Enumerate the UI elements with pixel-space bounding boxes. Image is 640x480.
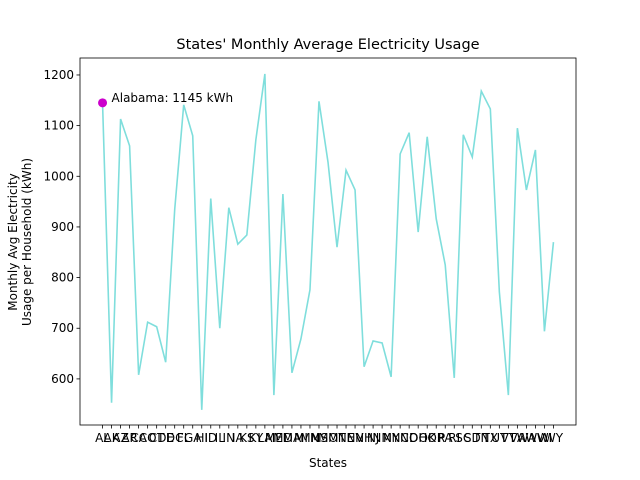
x-tick-label: HI	[195, 431, 208, 445]
x-tick-label: IA	[232, 431, 245, 445]
x-tick-label: SC	[455, 431, 471, 445]
x-tick-label: IN	[223, 431, 236, 445]
x-tick-label: WV	[525, 431, 546, 445]
x-tick-label: DC	[166, 431, 184, 445]
x-tick-label: TX	[482, 431, 499, 445]
x-tick-label: CO	[139, 431, 157, 445]
x-tick-label: MI	[294, 431, 308, 445]
x-tick-label: MO	[318, 431, 338, 445]
x-tick-label: VA	[510, 431, 526, 445]
x-tick-label: NY	[383, 431, 400, 445]
x-tick-label: FL	[177, 431, 191, 445]
x-tick-label: KS	[239, 431, 255, 445]
x-tick-label: VT	[501, 431, 517, 445]
x-tick-label: AL	[95, 431, 110, 445]
y-tick-label: 800	[51, 271, 74, 285]
x-tick-label: ME	[265, 431, 283, 445]
x-tick-label: WY	[544, 431, 564, 445]
x-tick-label: NJ	[367, 431, 380, 445]
line	[101, 73, 555, 410]
x-tick-label: GA	[184, 431, 202, 445]
x-tick-label: MT	[328, 431, 346, 445]
x-tick-label: NE	[338, 431, 355, 445]
x-tick-label: PA	[438, 431, 453, 445]
x-tick-label: CA	[130, 431, 147, 445]
x-tick-label: OK	[419, 431, 437, 445]
x-tick-label: IL	[215, 431, 226, 445]
y-tick-label: 1200	[43, 68, 74, 82]
x-tick-label: ID	[204, 431, 217, 445]
x-tick-label: DE	[157, 431, 174, 445]
x-tick-label: SD	[464, 431, 481, 445]
x-tick-label: UT	[491, 431, 508, 445]
highlight-point	[98, 98, 108, 108]
x-tick-label: WA	[517, 431, 537, 445]
x-tick-label: OR	[427, 431, 445, 445]
x-tick-label: NV	[346, 431, 364, 445]
x-tick-label: CT	[149, 431, 165, 445]
x-tick-label: OH	[409, 431, 427, 445]
y-axis-label: Monthly Avg ElectricityUsage per Househo…	[6, 158, 34, 326]
annotation: Alabama: 1145 kWh	[112, 91, 234, 105]
x-tick-label: RI	[448, 431, 460, 445]
y-tick-label: 700	[51, 321, 74, 335]
x-tick-label: NM	[372, 431, 391, 445]
x-tick-label: AR	[121, 431, 138, 445]
y-tick-label: 600	[51, 372, 74, 386]
x-tick-label: KY	[248, 431, 263, 445]
x-axis-label: States	[309, 456, 347, 470]
x-tick-label: MD	[273, 431, 293, 445]
y-tick-label: 1000	[43, 169, 74, 183]
x-tick-label: WI	[537, 431, 552, 445]
x-tick-label: TN	[472, 431, 489, 445]
x-tick-label: AZ	[112, 431, 128, 445]
x-tick-label: AK	[104, 431, 121, 445]
chart-title: States' Monthly Average Electricity Usag…	[176, 37, 479, 53]
x-tick-label: LA	[257, 431, 273, 445]
x-tick-label: NC	[391, 431, 408, 445]
x-tick-label: ND	[400, 431, 418, 445]
x-tick-label: MA	[283, 431, 302, 445]
y-tick-label: 1100	[43, 119, 74, 133]
x-tick-label: MS	[310, 431, 328, 445]
x-tick-label: MN	[300, 431, 319, 445]
y-tick-label: 900	[51, 220, 74, 234]
x-tick-label: NH	[355, 431, 373, 445]
